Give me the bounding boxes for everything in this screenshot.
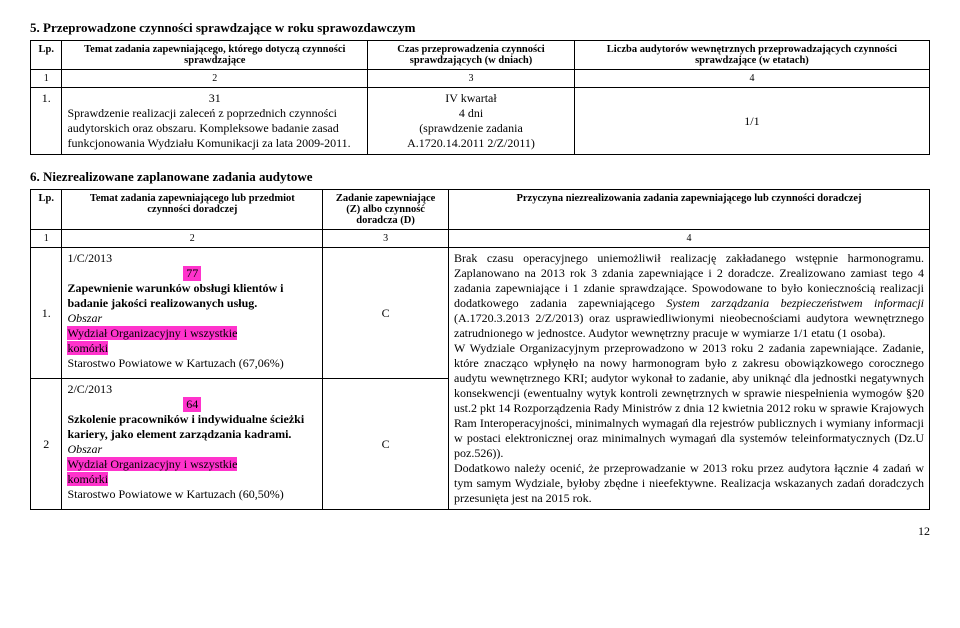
cell-auditors: 1/1 [574,88,929,155]
col-header-c: Zadanie zapewniające (Z) albo czynność d… [323,190,449,230]
section5-title: 5. Przeprowadzone czynności sprawdzające… [30,20,930,36]
time-line2: 4 dni [373,106,569,121]
cell-reason: Brak czasu operacyjnego uniemożliwił rea… [449,248,930,510]
task-code: 2/C/2013 [67,382,317,397]
task-code: 1/C/2013 [67,251,317,266]
time-line3: (sprawdzenie zadania [373,121,569,136]
table-numrow: 1 2 3 4 [31,230,930,248]
cell-lp: 1. [31,88,62,155]
table-numrow: 1 2 3 4 [31,70,930,88]
col-header-d: Liczba audytorów wewnętrznych przeprowad… [574,41,929,70]
obszar-label: Obszar [67,311,317,326]
time-line1: IV kwartał [373,91,569,106]
table-header-row: Lp. Temat zadania zapewniającego, któreg… [31,41,930,70]
col-header-b: Temat zadania zapewniającego lub przedmi… [62,190,323,230]
col-header-lp: Lp. [31,41,62,70]
risk-number-wrap: 77 [67,266,317,281]
cell-topic: 1/C/2013 77 Zapewnienie warunków obsługi… [62,248,323,379]
numrow-2: 2 [62,70,368,88]
risk-number: 64 [183,397,201,412]
time-line4: A.1720.14.2011 2/Z/2011) [373,136,569,151]
col-header-lp: Lp. [31,190,62,230]
obszar-tail: Starostwo Powiatowe w Kartuzach (67,06%) [67,356,317,371]
obszar-hl2: komórki [67,472,317,487]
numrow-1: 1 [31,230,62,248]
task-bold: Szkolenie pracowników i indywidualne ści… [67,412,317,442]
cell-type: C [323,248,449,379]
cell-topic: 2/C/2013 64 Szkolenie pracowników i indy… [62,379,323,510]
table-section6: Lp. Temat zadania zapewniającego lub prz… [30,189,930,510]
col-header-b: Temat zadania zapewniającego, którego do… [62,41,368,70]
numrow-1: 1 [31,70,62,88]
numrow-3: 3 [323,230,449,248]
cell-topic: 31 Sprawdzenie realizacji zaleceń z popr… [62,88,368,155]
table-row: 1. 31 Sprawdzenie realizacji zaleceń z p… [31,88,930,155]
obszar-tail: Starostwo Powiatowe w Kartuzach (60,50%) [67,487,317,502]
numrow-4: 4 [574,70,929,88]
risk-number-wrap: 64 [67,397,317,412]
table-header-row: Lp. Temat zadania zapewniającego lub prz… [31,190,930,230]
cell-time: IV kwartał 4 dni (sprawdzenie zadania A.… [368,88,575,155]
obszar-hl1: Wydział Organizacyjny i wszystkie [67,457,317,472]
obszar-hl2: komórki [67,341,317,356]
table-section5: Lp. Temat zadania zapewniającego, któreg… [30,40,930,155]
risk-number: 31 [67,91,362,106]
task-bold: Zapewnienie warunków obsługi klientów i … [67,281,317,311]
topic-text: Sprawdzenie realizacji zaleceń z poprzed… [67,106,350,150]
risk-number: 77 [183,266,201,281]
table-row: 1. 1/C/2013 77 Zapewnienie warunków obsł… [31,248,930,379]
cell-lp: 2 [31,379,62,510]
page-number: 12 [30,524,930,539]
col-header-d: Przyczyna niezrealizowania zadania zapew… [449,190,930,230]
cell-lp: 1. [31,248,62,379]
numrow-3: 3 [368,70,575,88]
obszar-hl1: Wydział Organizacyjny i wszystkie [67,326,317,341]
section6-title: 6. Niezrealizowane zaplanowane zadania a… [30,169,930,185]
numrow-2: 2 [62,230,323,248]
numrow-4: 4 [449,230,930,248]
cell-type: C [323,379,449,510]
col-header-c: Czas przeprowadzenia czynności sprawdzaj… [368,41,575,70]
obszar-label: Obszar [67,442,317,457]
